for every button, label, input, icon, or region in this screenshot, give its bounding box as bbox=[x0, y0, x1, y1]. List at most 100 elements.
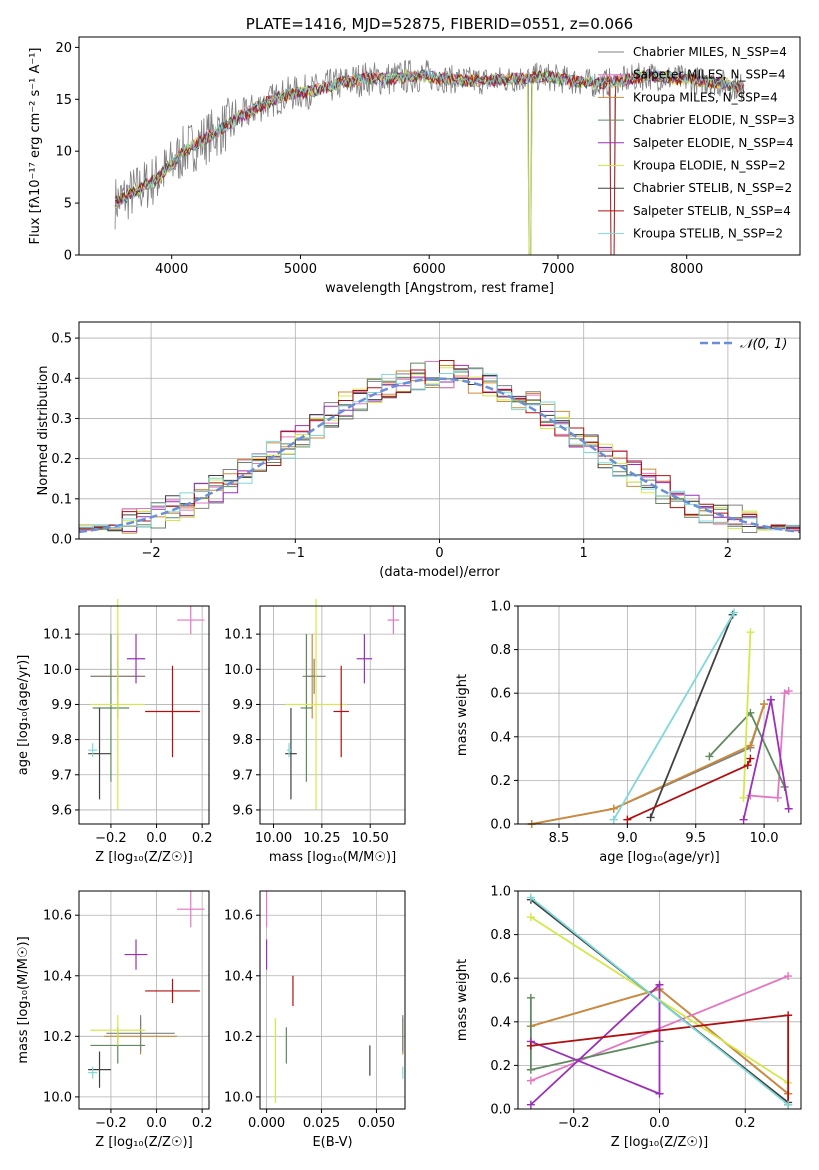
y-tick-label: 5 bbox=[64, 197, 72, 212]
mass_vs_Z-ylabel: mass [log₁₀(M/M☉)] bbox=[16, 936, 31, 1063]
x-tick-label: 0.0 bbox=[146, 1116, 167, 1131]
x-tick-label: 10.50 bbox=[352, 831, 389, 846]
error-bar-point bbox=[90, 598, 146, 810]
legend-entry: Salpeter STELIB, N_SSP=4 bbox=[633, 204, 791, 218]
x-tick-label: −1 bbox=[286, 546, 305, 561]
legend-entry: Salpeter ELODIE, N_SSP=4 bbox=[633, 136, 794, 150]
age_vs_Z-ylabel: age [log₁₀(age/yr)] bbox=[16, 655, 31, 776]
y-tick-label: 0.1 bbox=[51, 492, 72, 507]
error-bar-point bbox=[90, 1015, 146, 1046]
spectrum-frame bbox=[78, 36, 801, 256]
y-tick-label: 1.0 bbox=[490, 885, 511, 900]
x-tick-label: −0.2 bbox=[558, 1116, 590, 1131]
y-tick-label: 10.4 bbox=[43, 969, 72, 984]
y-tick-label: 0.8 bbox=[490, 928, 511, 943]
mass-weight-marker bbox=[646, 813, 655, 822]
y-tick-label: 0.8 bbox=[490, 643, 511, 658]
error-bar-point bbox=[145, 665, 200, 758]
error-bar-point bbox=[285, 707, 297, 800]
mass-weight-marker bbox=[623, 815, 632, 824]
x-tick-label: 0.050 bbox=[358, 1116, 395, 1131]
mass-weight-line bbox=[649, 614, 734, 818]
y-tick-label: 10.6 bbox=[43, 909, 72, 924]
error-bar-point bbox=[287, 743, 291, 758]
y-tick-label: 10.0 bbox=[224, 1090, 253, 1105]
residuals-ylabel: Normed distribution bbox=[36, 366, 51, 496]
error-bar-point bbox=[300, 634, 313, 782]
y-tick-label: 0.2 bbox=[490, 1059, 511, 1074]
y-tick-label: 10.0 bbox=[224, 663, 253, 678]
mass_vs_Z-axes bbox=[79, 891, 209, 1109]
mass-weight-line bbox=[750, 690, 790, 799]
y-tick-label: 1.0 bbox=[490, 600, 511, 615]
mass-weight-marker bbox=[739, 793, 748, 802]
mass-weight-marker bbox=[784, 804, 793, 813]
y-tick-label: 10.0 bbox=[43, 1090, 72, 1105]
legend-entry: Kroupa STELIB, N_SSP=2 bbox=[633, 227, 783, 241]
x-tick-label: 9.0 bbox=[617, 831, 638, 846]
mass-weight-line bbox=[529, 997, 660, 1071]
error-bar-point bbox=[88, 1066, 98, 1079]
mass_vs_ebv-axes bbox=[260, 891, 405, 1109]
mass-weight-marker bbox=[526, 1076, 535, 1085]
y-tick-label: 0.4 bbox=[51, 372, 72, 387]
mass-weight-marker bbox=[705, 752, 714, 761]
y-tick-label: 9.7 bbox=[51, 768, 72, 783]
mass_vs_ebv-xlabel: E(B-V) bbox=[312, 1135, 352, 1150]
y-tick-label: 10.4 bbox=[224, 969, 253, 984]
mass-weight-marker bbox=[655, 1089, 664, 1098]
x-tick-label: 0.2 bbox=[192, 831, 213, 846]
massweight_vs_Z-ylabel: mass weight bbox=[455, 959, 470, 1041]
x-tick-label: 9.5 bbox=[685, 831, 706, 846]
mass-weight-line bbox=[530, 896, 789, 1106]
mass-weight-line bbox=[531, 703, 765, 825]
x-tick-label: 7000 bbox=[541, 262, 574, 277]
y-tick-label: 10 bbox=[55, 145, 72, 160]
mass-weight-marker bbox=[784, 1011, 793, 1020]
mass-weight-marker bbox=[784, 687, 793, 696]
x-tick-label: 0.025 bbox=[303, 1116, 340, 1131]
x-tick-label: 2 bbox=[724, 546, 732, 561]
error-bar-point bbox=[177, 606, 205, 635]
spectrum-model-line bbox=[115, 69, 745, 256]
y-tick-label: 0.0 bbox=[51, 533, 72, 548]
spectrum-xlabel: wavelength [Angstrom, rest frame] bbox=[325, 281, 554, 296]
legend-entry: Kroupa ELODIE, N_SSP=2 bbox=[633, 159, 786, 173]
error-bar-point bbox=[356, 634, 373, 684]
error-bar-point bbox=[88, 707, 111, 800]
mass-weight-marker bbox=[766, 695, 775, 704]
y-tick-label: 0.4 bbox=[490, 1015, 511, 1030]
error-bar-point bbox=[106, 1015, 175, 1052]
mass-weight-marker bbox=[609, 815, 618, 824]
mass-weight-marker bbox=[730, 608, 739, 617]
mass-weight-marker bbox=[746, 741, 755, 750]
mass-weight-marker bbox=[780, 689, 789, 698]
error-bar-point bbox=[92, 634, 130, 782]
error-bar-point bbox=[145, 978, 200, 1004]
mass-weight-marker bbox=[526, 1041, 535, 1050]
x-tick-label: 5000 bbox=[284, 262, 317, 277]
y-tick-label: 0.5 bbox=[51, 332, 72, 347]
error-bar-point bbox=[124, 939, 148, 970]
error-bar-point bbox=[387, 606, 400, 635]
x-tick-label: 0.000 bbox=[248, 1116, 285, 1131]
residuals-xlabel: (data-model)/error bbox=[379, 565, 500, 580]
mass-weight-marker bbox=[526, 913, 535, 922]
mass-weight-line bbox=[531, 703, 765, 825]
x-tick-label: 8.5 bbox=[549, 831, 570, 846]
y-tick-label: 15 bbox=[55, 93, 72, 108]
x-tick-label: 0 bbox=[435, 546, 443, 561]
x-tick-label: 0.0 bbox=[146, 831, 167, 846]
y-tick-label: 0.4 bbox=[490, 730, 511, 745]
mass-weight-marker bbox=[526, 1065, 535, 1074]
y-tick-label: 9.6 bbox=[51, 803, 72, 818]
y-tick-label: 10.1 bbox=[43, 628, 72, 643]
y-tick-label: 20 bbox=[55, 41, 72, 56]
mass-weight-marker bbox=[746, 628, 755, 637]
error-bar-point bbox=[126, 634, 146, 684]
y-tick-label: 10.1 bbox=[224, 628, 253, 643]
massweight_vs_age-axes bbox=[518, 605, 801, 825]
y-tick-label: 0.0 bbox=[490, 1103, 511, 1118]
mass-weight-line bbox=[530, 982, 661, 1106]
spectrum-ylabel: Flux [fλ10⁻¹⁷ erg cm⁻² s⁻¹ A⁻¹] bbox=[28, 48, 43, 245]
